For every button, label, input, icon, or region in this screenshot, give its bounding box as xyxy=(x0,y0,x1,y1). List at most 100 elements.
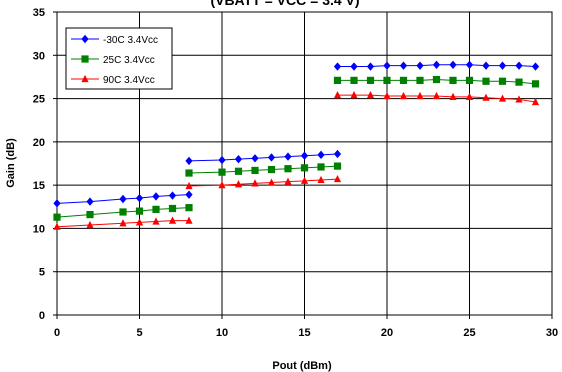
y-tick-label: 35 xyxy=(33,7,45,19)
data-point xyxy=(185,216,193,224)
data-point xyxy=(482,93,490,101)
data-point xyxy=(234,167,243,175)
data-point xyxy=(185,204,193,212)
data-point xyxy=(119,219,127,227)
legend-label: 25C 3.4Vcc xyxy=(103,55,155,66)
data-point xyxy=(152,205,160,213)
data-point xyxy=(152,192,160,201)
data-point xyxy=(300,151,309,160)
data-point xyxy=(482,61,490,70)
x-tick-label: 30 xyxy=(546,327,558,339)
data-point xyxy=(185,156,193,166)
data-point xyxy=(333,91,342,99)
data-point xyxy=(185,169,193,177)
data-point xyxy=(399,91,408,100)
data-point xyxy=(366,91,375,99)
x-tick-label: 15 xyxy=(298,327,310,339)
series-3 xyxy=(53,91,540,230)
y-tick-label: 0 xyxy=(39,310,45,322)
data-point xyxy=(416,61,424,70)
data-point xyxy=(333,62,342,71)
data-point xyxy=(383,91,391,100)
data-point xyxy=(317,175,325,184)
data-point xyxy=(185,181,193,190)
data-point xyxy=(515,78,523,86)
data-point xyxy=(168,216,177,224)
y-tick-label: 25 xyxy=(33,94,45,106)
data-point xyxy=(333,174,342,183)
data-point xyxy=(366,76,375,84)
data-point xyxy=(53,213,61,221)
data-point xyxy=(284,165,292,173)
data-point xyxy=(86,210,94,219)
data-point xyxy=(218,155,226,165)
data-point xyxy=(251,179,259,187)
data-point xyxy=(498,61,507,70)
data-point xyxy=(86,220,94,229)
data-point xyxy=(284,152,292,161)
data-point xyxy=(416,76,424,84)
data-point xyxy=(251,166,259,175)
data-point xyxy=(399,76,408,84)
data-point xyxy=(449,92,457,100)
data-point xyxy=(119,208,127,216)
data-point xyxy=(234,154,243,164)
data-point xyxy=(416,91,424,100)
data-point xyxy=(267,153,276,162)
legend-label: -30C 3.4Vcc xyxy=(103,35,158,46)
y-tick-label: 15 xyxy=(33,180,45,192)
data-point xyxy=(267,178,276,186)
legend-marker xyxy=(81,74,89,83)
x-tick-label: 10 xyxy=(216,327,228,339)
data-point xyxy=(465,92,474,100)
data-point xyxy=(185,190,193,199)
data-point xyxy=(383,76,391,84)
y-tick-label: 20 xyxy=(33,137,45,149)
x-tick-label: 20 xyxy=(381,327,393,339)
data-point xyxy=(465,76,474,84)
data-point xyxy=(465,60,474,70)
series-1 xyxy=(53,60,540,208)
series-layer xyxy=(53,60,540,230)
data-point xyxy=(350,76,358,84)
x-tick-label: 5 xyxy=(136,327,142,339)
legend: -30C 3.4Vcc 25C 3.4Vcc 90C 3.4Vcc xyxy=(65,27,173,90)
series-2 xyxy=(53,75,540,221)
data-point xyxy=(531,62,540,71)
data-point xyxy=(135,193,144,203)
data-point xyxy=(432,75,441,84)
data-point xyxy=(86,197,94,206)
legend-entries: -30C 3.4Vcc 25C 3.4Vcc 90C 3.4Vcc xyxy=(71,34,158,86)
data-point xyxy=(515,95,523,103)
data-point xyxy=(366,62,375,71)
data-point xyxy=(317,163,325,171)
data-point xyxy=(135,218,144,226)
data-point xyxy=(152,217,160,225)
data-point xyxy=(53,199,61,208)
data-point xyxy=(482,77,490,85)
data-point xyxy=(300,176,309,184)
data-point xyxy=(350,91,358,99)
data-point xyxy=(399,61,408,70)
data-point xyxy=(333,162,342,170)
data-point xyxy=(449,60,457,70)
data-point xyxy=(53,222,61,230)
data-point xyxy=(284,177,292,185)
data-point xyxy=(234,180,243,188)
x-axis-title: Pout (dBm) xyxy=(272,360,332,372)
data-point xyxy=(317,150,325,160)
x-axis-ticks: 0 5 10 15 20 25 30 xyxy=(54,315,558,339)
data-point xyxy=(333,76,342,84)
data-point xyxy=(218,168,226,176)
y-tick-label: 5 xyxy=(39,267,45,279)
data-point xyxy=(449,76,457,84)
data-point xyxy=(135,207,144,215)
y-axis-title: Gain (dB) xyxy=(5,138,17,188)
data-point xyxy=(168,204,177,213)
data-point xyxy=(218,181,226,189)
y-axis-ticks: 0 5 10 15 20 25 30 35 xyxy=(33,7,57,322)
data-point xyxy=(515,61,523,70)
data-point xyxy=(531,97,540,106)
data-point xyxy=(333,149,342,159)
